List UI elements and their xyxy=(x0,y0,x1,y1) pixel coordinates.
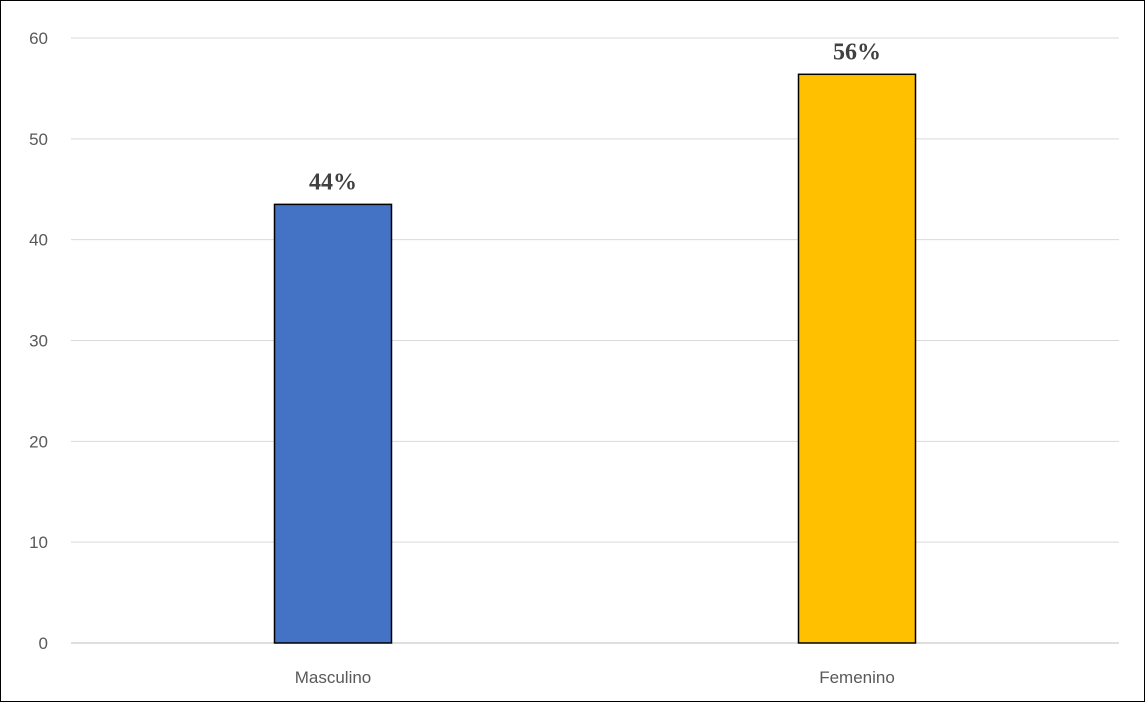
y-tick-label: 40 xyxy=(29,231,48,250)
y-tick-label: 20 xyxy=(29,432,48,451)
y-axis-ticks: 0 10 20 30 40 50 60 xyxy=(29,29,48,653)
gridlines xyxy=(71,37,1119,644)
y-tick-label: 0 xyxy=(39,634,48,653)
y-tick-label: 60 xyxy=(29,29,48,48)
x-tick-label-femenino: Femenino xyxy=(819,668,895,687)
y-tick-label: 50 xyxy=(29,130,48,149)
data-label-femenino: 56% xyxy=(833,39,881,65)
x-tick-label-masculino: Masculino xyxy=(295,668,372,687)
data-labels: 44% 56% xyxy=(309,39,881,195)
data-label-masculino: 44% xyxy=(309,169,357,195)
y-tick-label: 10 xyxy=(29,533,48,552)
x-axis-ticks: Masculino Femenino xyxy=(295,668,895,687)
bars xyxy=(273,73,917,644)
bar-femenino xyxy=(797,73,917,644)
bar-masculino xyxy=(273,203,393,644)
y-tick-label: 30 xyxy=(29,332,48,351)
